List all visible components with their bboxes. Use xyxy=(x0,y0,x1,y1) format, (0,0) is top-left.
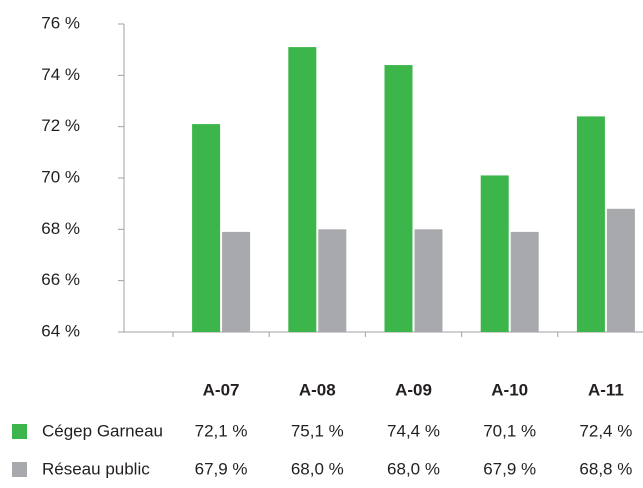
y-tick-label: 74 % xyxy=(41,65,80,84)
bar xyxy=(222,231,251,332)
bar xyxy=(384,65,413,333)
category-label: A-09 xyxy=(395,380,432,399)
bar xyxy=(318,229,347,332)
y-tick-label: 68 % xyxy=(41,219,80,238)
value-label: 70,1 % xyxy=(483,421,536,440)
category-label: A-11 xyxy=(588,380,624,399)
value-label: 72,4 % xyxy=(579,421,632,440)
category-label: A-10 xyxy=(491,380,528,399)
category-label: A-08 xyxy=(299,380,336,399)
legend-swatch xyxy=(12,424,27,439)
y-tick-label: 64 % xyxy=(41,321,80,340)
y-tick-label: 66 % xyxy=(41,270,80,289)
legend-label: Cégep Garneau xyxy=(42,421,163,440)
bar xyxy=(480,175,509,332)
legend-label: Réseau public xyxy=(42,459,150,478)
bar xyxy=(414,229,443,332)
value-label: 68,0 % xyxy=(387,459,440,478)
bar xyxy=(192,124,221,332)
value-label: 67,9 % xyxy=(195,459,248,478)
bar xyxy=(606,208,635,332)
value-label: 72,1 % xyxy=(195,421,248,440)
bar xyxy=(288,47,317,332)
category-label: A-07 xyxy=(203,380,240,399)
value-label: 67,9 % xyxy=(483,459,536,478)
y-tick-label: 70 % xyxy=(41,167,80,186)
legend-swatch xyxy=(12,462,27,477)
bar xyxy=(510,231,539,332)
value-label: 74,4 % xyxy=(387,421,440,440)
y-tick-label: 76 % xyxy=(41,13,80,32)
value-label: 68,0 % xyxy=(291,459,344,478)
value-label: 68,8 % xyxy=(579,459,632,478)
value-label: 75,1 % xyxy=(291,421,344,440)
y-tick-label: 72 % xyxy=(41,116,80,135)
bar xyxy=(576,116,605,333)
